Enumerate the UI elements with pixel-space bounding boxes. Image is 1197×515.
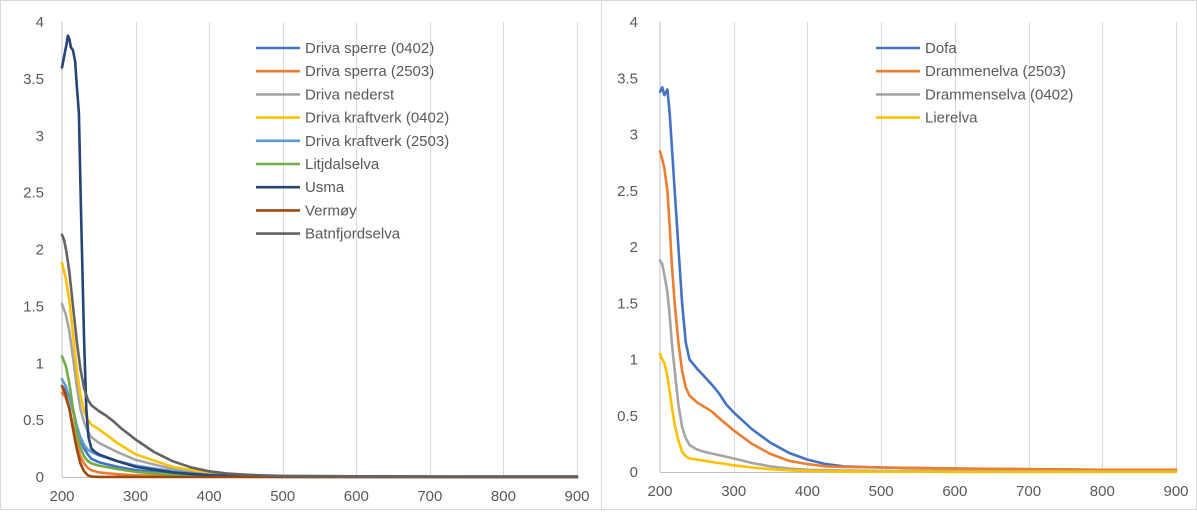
y-tick-label: 1 — [36, 355, 44, 372]
legend-label: Driva kraftverk (2503) — [305, 133, 449, 150]
series-group — [60, 34, 579, 479]
x-tick-label: 600 — [942, 483, 967, 500]
y-tick-label: 1 — [630, 352, 638, 369]
series-line — [60, 355, 579, 479]
chart-panel-1 — [0, 0, 602, 510]
y-tick-label: 3 — [36, 128, 44, 145]
legend-label: Driva sperre (0402) — [305, 40, 434, 57]
y-tick-label: 0 — [36, 469, 44, 486]
y-tick-label: 3 — [630, 127, 638, 144]
series-line — [658, 352, 1178, 474]
series-line — [60, 261, 579, 479]
x-tick-label: 600 — [344, 488, 369, 505]
y-tick-label: 2 — [630, 239, 638, 256]
legend-label: Batnfjordselva — [305, 226, 401, 243]
x-tick-label: 500 — [869, 483, 894, 500]
legend-label: Lierelva — [925, 110, 978, 127]
series-line — [60, 384, 579, 479]
legend-label: Litjdalselva — [305, 156, 380, 173]
x-tick-label: 800 — [1090, 483, 1115, 500]
y-tick-label: 2.5 — [23, 185, 44, 202]
series-line — [60, 34, 579, 479]
y-tick-label: 0 — [630, 464, 638, 481]
series-line — [60, 302, 579, 479]
series-line — [60, 377, 579, 479]
legend-label: Usma — [305, 179, 345, 196]
x-tick-label: 200 — [647, 483, 672, 500]
series-line — [60, 391, 579, 479]
series-line — [658, 86, 1178, 472]
chart-legend: Driva sperre (0402) Driva sperra (2503) Dr… — [256, 40, 449, 243]
series-line — [60, 233, 579, 478]
x-tick-label: 900 — [564, 488, 589, 505]
legend-label: Vermøy — [305, 202, 357, 219]
chart-1: 200 300 400 500 600 700 800 900 0 0.5 1 1.5 2 2.5 3 3.5… — [23, 14, 589, 505]
chart-2: 200 300 400 500 600 700 800 900 0 0.5 1 1.5 2 2.5 3 3.5… — [617, 14, 1188, 500]
x-tick-label: 700 — [417, 488, 442, 505]
y-tick-label: 2.5 — [617, 183, 638, 200]
legend-label: Driva nederst — [305, 86, 395, 103]
x-tick-label: 400 — [197, 488, 222, 505]
y-tick-label: 4 — [630, 14, 638, 31]
y-tick-label: 0.5 — [617, 408, 638, 425]
x-tick-label: 900 — [1163, 483, 1188, 500]
legend-label: Dofa — [925, 40, 957, 57]
series-line — [658, 150, 1178, 472]
y-tick-label: 4 — [36, 14, 44, 31]
x-tick-label: 200 — [49, 488, 74, 505]
y-tick-label: 3.5 — [23, 71, 44, 88]
y-tick-label: 1.5 — [23, 298, 44, 315]
x-tick-label: 300 — [721, 483, 746, 500]
x-tick-label: 700 — [1016, 483, 1041, 500]
y-tick-label: 2 — [36, 242, 44, 259]
y-tick-label: 3.5 — [617, 70, 638, 87]
series-line — [658, 259, 1178, 473]
x-tick-label: 400 — [795, 483, 820, 500]
x-tick-label: 500 — [270, 488, 295, 505]
chart-legend: Dofa Drammenelva (2503) Drammenselva (0402… — [876, 40, 1073, 127]
legend-label: Drammenelva (2503) — [925, 63, 1066, 80]
series-group — [658, 86, 1178, 474]
y-tick-label: 1.5 — [617, 295, 638, 312]
legend-label: Driva kraftverk (0402) — [305, 110, 449, 127]
y-tick-label: 0.5 — [23, 412, 44, 429]
x-tick-label: 800 — [491, 488, 516, 505]
series-line — [60, 384, 579, 479]
chart-panel-2 — [601, 0, 1197, 510]
x-tick-label: 300 — [123, 488, 148, 505]
legend-label: Drammenselva (0402) — [925, 86, 1073, 103]
legend-label: Driva sperra (2503) — [305, 63, 434, 80]
